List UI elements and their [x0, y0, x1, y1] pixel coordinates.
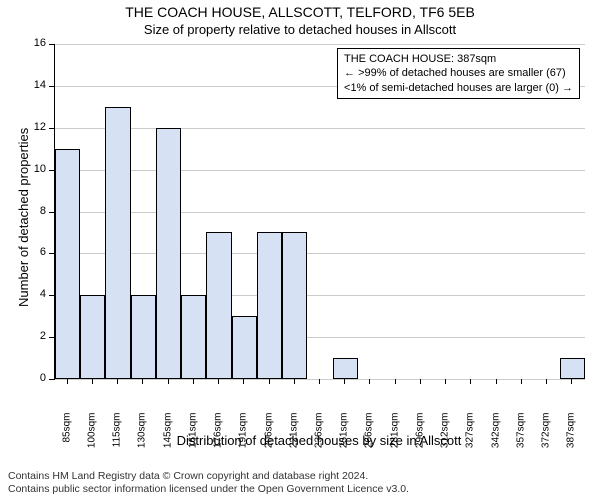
bar [333, 358, 358, 379]
xtick-mark [319, 379, 320, 384]
ytick-mark [49, 253, 54, 254]
footer-line2: Contains public sector information licen… [8, 483, 592, 496]
annotation-box: THE COACH HOUSE: 387sqm ← >99% of detach… [337, 48, 580, 99]
footer-text: Contains HM Land Registry data © Crown c… [8, 470, 592, 496]
ytick-label: 0 [24, 372, 46, 384]
xtick-mark [470, 379, 471, 384]
chart-container: THE COACH HOUSE, ALLSCOTT, TELFORD, TF6 … [0, 0, 600, 500]
xtick-mark [142, 379, 143, 384]
xtick-label: 236sqm [314, 413, 325, 463]
ytick-mark [49, 337, 54, 338]
xtick-mark [546, 379, 547, 384]
ytick-label: 4 [24, 288, 46, 300]
gridline [55, 44, 585, 45]
xtick-mark [218, 379, 219, 384]
xtick-label: 161sqm [187, 413, 198, 463]
ytick-mark [49, 170, 54, 171]
xtick-mark [344, 379, 345, 384]
ytick-label: 8 [24, 205, 46, 217]
gridline [55, 128, 585, 129]
xtick-label: 342sqm [490, 413, 501, 463]
xtick-mark [269, 379, 270, 384]
bar [131, 295, 156, 379]
y-axis-label: Number of detached properties [16, 127, 31, 306]
xtick-label: 251sqm [339, 413, 350, 463]
xtick-label: 312sqm [440, 413, 451, 463]
ytick-mark [49, 128, 54, 129]
ytick-mark [49, 379, 54, 380]
chart-title: THE COACH HOUSE, ALLSCOTT, TELFORD, TF6 … [0, 4, 600, 20]
xtick-label: 327sqm [465, 413, 476, 463]
xtick-mark [117, 379, 118, 384]
bar [232, 316, 257, 379]
bar [55, 149, 80, 379]
xtick-mark [369, 379, 370, 384]
xtick-label: 206sqm [263, 413, 274, 463]
ytick-label: 12 [24, 121, 46, 133]
ytick-label: 10 [24, 163, 46, 175]
ytick-mark [49, 295, 54, 296]
xtick-mark [67, 379, 68, 384]
ytick-label: 14 [24, 79, 46, 91]
gridline [55, 379, 585, 380]
xtick-label: 130sqm [137, 413, 148, 463]
ytick-mark [49, 44, 54, 45]
bar [206, 232, 231, 379]
annotation-line1: THE COACH HOUSE: 387sqm [344, 52, 573, 66]
bar [257, 232, 282, 379]
xtick-label: 115sqm [112, 413, 123, 463]
xtick-label: 357sqm [515, 413, 526, 463]
ytick-label: 16 [24, 37, 46, 49]
annotation-line3: <1% of semi-detached houses are larger (… [344, 81, 573, 95]
footer-line1: Contains HM Land Registry data © Crown c… [8, 470, 592, 483]
annotation-line2: ← >99% of detached houses are smaller (6… [344, 66, 573, 80]
xtick-label: 387sqm [566, 413, 577, 463]
xtick-mark [168, 379, 169, 384]
xtick-label: 176sqm [213, 413, 224, 463]
xtick-mark [521, 379, 522, 384]
xtick-mark [294, 379, 295, 384]
xtick-mark [193, 379, 194, 384]
xtick-label: 191sqm [238, 413, 249, 463]
xtick-label: 281sqm [389, 413, 400, 463]
xtick-label: 372sqm [541, 413, 552, 463]
xtick-label: 296sqm [414, 413, 425, 463]
xtick-mark [92, 379, 93, 384]
xtick-label: 266sqm [364, 413, 375, 463]
xtick-mark [496, 379, 497, 384]
gridline [55, 212, 585, 213]
ytick-mark [49, 86, 54, 87]
bar [181, 295, 206, 379]
xtick-label: 100sqm [86, 413, 97, 463]
gridline [55, 170, 585, 171]
ytick-label: 2 [24, 330, 46, 342]
xtick-mark [243, 379, 244, 384]
bar [80, 295, 105, 379]
xtick-label: 221sqm [288, 413, 299, 463]
bar [282, 232, 307, 379]
gridline [55, 253, 585, 254]
bar [156, 128, 181, 379]
xtick-mark [395, 379, 396, 384]
ytick-mark [49, 212, 54, 213]
xtick-mark [420, 379, 421, 384]
bar [105, 107, 130, 379]
chart-subtitle: Size of property relative to detached ho… [0, 22, 600, 37]
xtick-label: 85sqm [61, 413, 72, 463]
xtick-mark [571, 379, 572, 384]
xtick-label: 145sqm [162, 413, 173, 463]
bar [560, 358, 585, 379]
ytick-label: 6 [24, 246, 46, 258]
xtick-mark [445, 379, 446, 384]
